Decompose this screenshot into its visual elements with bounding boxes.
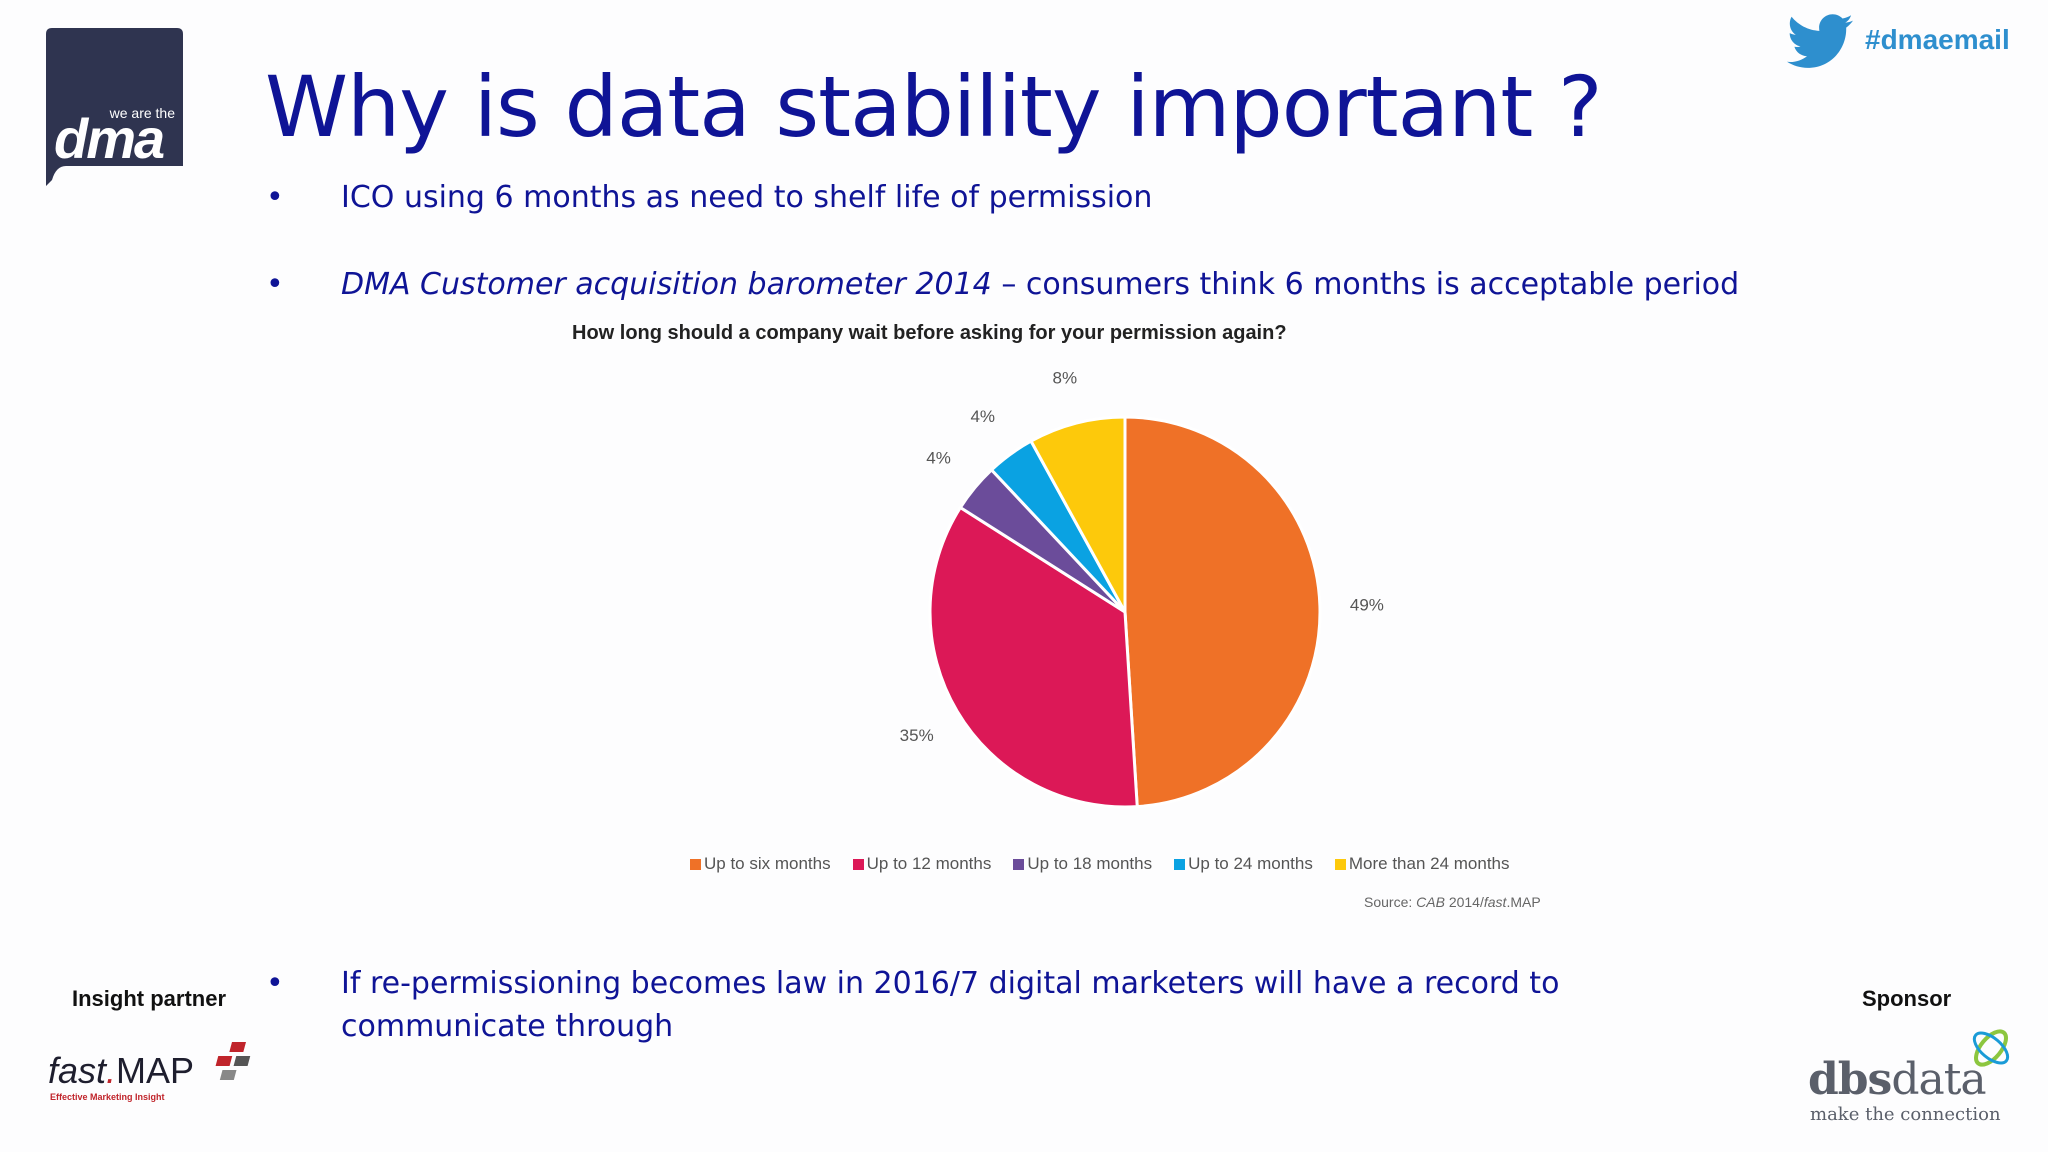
dma-logo-big-text: dma bbox=[54, 107, 164, 170]
bullet-repermissioning-text: If re-permissioning becomes law in 2016/… bbox=[341, 966, 1560, 1044]
dbs-bold: dbs bbox=[1808, 1054, 1892, 1105]
dbs-logo-text: dbsdata bbox=[1808, 1054, 1987, 1105]
legend-item: Up to 24 months bbox=[1174, 854, 1313, 874]
dma-logo-small-text: we are the bbox=[109, 105, 176, 121]
legend-label: More than 24 months bbox=[1348, 854, 1510, 873]
dma-logo: we are the dma bbox=[46, 28, 183, 186]
fastmap-tagline: Effective Marketing Insight bbox=[50, 1092, 165, 1102]
page-title: Why is data stability important ? bbox=[265, 58, 1603, 156]
fastmap-dot: . bbox=[106, 1050, 117, 1091]
pie-slice-label-3: 4% bbox=[926, 449, 951, 468]
legend-label: Up to 24 months bbox=[1188, 854, 1313, 873]
legend-label: Up to 18 months bbox=[1027, 854, 1153, 873]
bullet-barometer: • DMA Customer acquisition barometer 201… bbox=[266, 267, 1740, 302]
bullet-barometer-italic: DMA Customer acquisition barometer 2014 bbox=[341, 267, 992, 302]
twitter-bird-icon bbox=[1787, 14, 1853, 68]
chart-legend: Up to six months Up to 12 months Up to 18 … bbox=[690, 854, 1532, 874]
fastmap-logo-text: fast.MAP bbox=[48, 1050, 194, 1092]
bullet-repermissioning: • If re-permissioning becomes law in 201… bbox=[266, 962, 1761, 1048]
legend-swatch bbox=[1174, 858, 1186, 870]
legend-swatch bbox=[1013, 858, 1025, 870]
legend-swatch bbox=[690, 858, 701, 870]
bullet-marker: • bbox=[266, 267, 284, 302]
dbs-data: data bbox=[1891, 1054, 1986, 1105]
legend-swatch bbox=[852, 858, 864, 870]
bullet-ico: • ICO using 6 months as need to shelf li… bbox=[266, 180, 1153, 215]
chart-title: How long should a company wait before as… bbox=[572, 322, 1287, 344]
bullet-ico-text: ICO using 6 months as need to shelf life… bbox=[341, 180, 1153, 215]
source-mid: 2014/ bbox=[1444, 894, 1484, 910]
legend-item: More than 24 months bbox=[1334, 854, 1510, 874]
insight-partner-label: Insight partner bbox=[72, 986, 227, 1011]
pie-slice-label-1: 49% bbox=[1350, 595, 1384, 614]
sponsor-label: Sponsor bbox=[1862, 986, 1952, 1011]
source-italic: CAB bbox=[1416, 894, 1445, 910]
pie-slice-2 bbox=[928, 505, 1139, 809]
pie-slice-label-5: 8% bbox=[1053, 369, 1078, 388]
source-italic2: fast bbox=[1483, 894, 1507, 910]
fastmap-logo-mark bbox=[215, 1042, 251, 1080]
dbs-logo-mark bbox=[1972, 1029, 2010, 1067]
chart-source: Source: CAB 2014/fast.MAP bbox=[1364, 894, 1541, 910]
fastmap-map: MAP bbox=[116, 1050, 195, 1091]
hashtag[interactable]: #dmaemail bbox=[1865, 24, 2010, 55]
legend-item: Up to 18 months bbox=[1013, 854, 1152, 874]
pie-slice-1 bbox=[1123, 415, 1322, 809]
legend-swatch bbox=[1334, 858, 1346, 870]
source-prefix: Source: bbox=[1364, 894, 1417, 910]
legend-item: Up to six months bbox=[690, 854, 831, 874]
legend-label: Up to 12 months bbox=[866, 854, 992, 873]
legend-label: Up to six months bbox=[704, 854, 831, 873]
bullet-marker: • bbox=[266, 966, 284, 1001]
source-end: .MAP bbox=[1506, 894, 1541, 910]
dbs-tagline: make the connection bbox=[1810, 1104, 2001, 1125]
pie-slice-label-4: 4% bbox=[970, 407, 995, 426]
legend-item: Up to 12 months bbox=[852, 854, 992, 874]
pie-slice-5 bbox=[1029, 415, 1127, 613]
bullet-marker: • bbox=[266, 180, 284, 215]
fastmap-fast: fast bbox=[48, 1050, 107, 1091]
bullet-barometer-text: – consumers think 6 months is acceptable… bbox=[991, 267, 1740, 302]
pie-slice-label-2: 35% bbox=[900, 726, 934, 745]
